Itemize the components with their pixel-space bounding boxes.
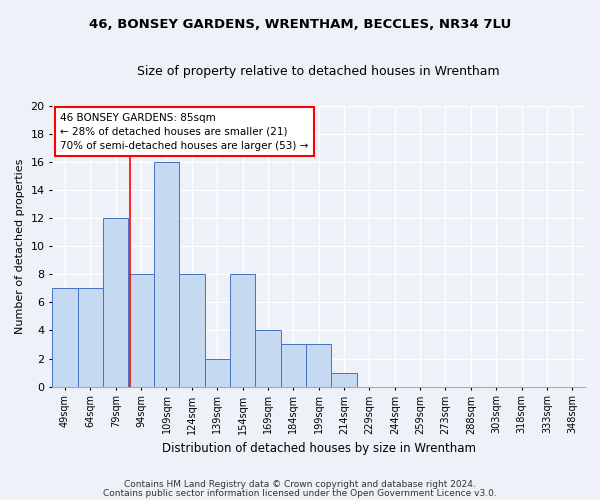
Text: 46, BONSEY GARDENS, WRENTHAM, BECCLES, NR34 7LU: 46, BONSEY GARDENS, WRENTHAM, BECCLES, N… <box>89 18 511 30</box>
Bar <box>52 288 77 386</box>
Bar <box>331 372 357 386</box>
Bar <box>255 330 281 386</box>
Bar <box>154 162 179 386</box>
X-axis label: Distribution of detached houses by size in Wrentham: Distribution of detached houses by size … <box>161 442 476 455</box>
Text: Contains HM Land Registry data © Crown copyright and database right 2024.: Contains HM Land Registry data © Crown c… <box>124 480 476 489</box>
Text: 46 BONSEY GARDENS: 85sqm
← 28% of detached houses are smaller (21)
70% of semi-d: 46 BONSEY GARDENS: 85sqm ← 28% of detach… <box>61 112 308 150</box>
Text: Contains public sector information licensed under the Open Government Licence v3: Contains public sector information licen… <box>103 489 497 498</box>
Bar <box>103 218 128 386</box>
Bar <box>77 288 103 386</box>
Y-axis label: Number of detached properties: Number of detached properties <box>15 158 25 334</box>
Bar <box>128 274 154 386</box>
Bar <box>179 274 205 386</box>
Bar <box>230 274 255 386</box>
Bar <box>306 344 331 387</box>
Title: Size of property relative to detached houses in Wrentham: Size of property relative to detached ho… <box>137 65 500 78</box>
Bar <box>205 358 230 386</box>
Bar <box>281 344 306 387</box>
